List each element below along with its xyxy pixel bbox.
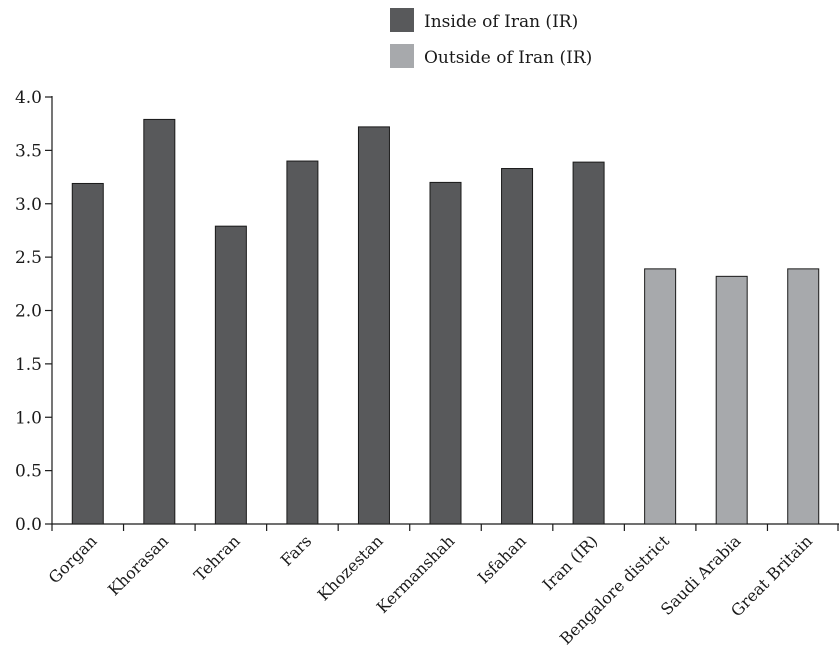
y-tick-label: 0.0 <box>15 515 42 535</box>
legend-label-outside: Outside of Iran (IR) <box>424 48 592 68</box>
category-labels: Gorgan Khorasan Tehran FarsKhozestanKermans… <box>45 531 816 648</box>
bar-fars <box>286 160 319 525</box>
x-category-label: Tehran <box>190 531 244 585</box>
legend: Inside of Iran (IR) Outside of Iran (IR) <box>390 8 592 68</box>
bar-iran-ir <box>572 161 605 525</box>
bar-kermanshah <box>429 181 462 525</box>
bar-gorgan <box>71 182 104 525</box>
y-tick-label: 0.5 <box>15 462 42 482</box>
y-tick-label: 1.0 <box>15 408 42 428</box>
y-tick-label: 3.5 <box>15 141 42 161</box>
y-tick-label: 2.5 <box>15 248 42 268</box>
x-category-label: Gorgan <box>45 531 101 587</box>
bar-bengalore-district <box>644 268 677 525</box>
y-tick-label: 4.0 <box>15 88 42 108</box>
bar-khorasan <box>143 118 176 525</box>
y-tick-label: 1.5 <box>15 355 42 375</box>
bar-isfahan <box>501 168 534 525</box>
x-category-label: Khorasan <box>104 531 172 599</box>
bars <box>71 118 820 525</box>
x-category-label: Khozestan <box>314 531 387 604</box>
x-category-label: Fars <box>277 531 315 569</box>
bar-saudi-arabia <box>715 275 748 525</box>
legend-swatch-inside <box>390 8 414 32</box>
bar-great-britain <box>787 268 820 525</box>
y-axis: 0.0 0.5 1.0 1.5 2.0 2.5 3.0 3.5 4.0 <box>15 88 53 535</box>
x-category-label: Isfahan <box>474 531 530 587</box>
x-axis <box>51 523 839 531</box>
y-tick-label: 2.0 <box>15 302 42 322</box>
y-tick-label: 3.0 <box>15 195 42 215</box>
bar-khozestan <box>357 126 390 525</box>
legend-label-inside: Inside of Iran (IR) <box>424 12 578 32</box>
legend-swatch-outside <box>390 44 414 68</box>
bar-tehran <box>214 225 247 525</box>
x-category-label: Iran (IR) <box>539 531 602 594</box>
